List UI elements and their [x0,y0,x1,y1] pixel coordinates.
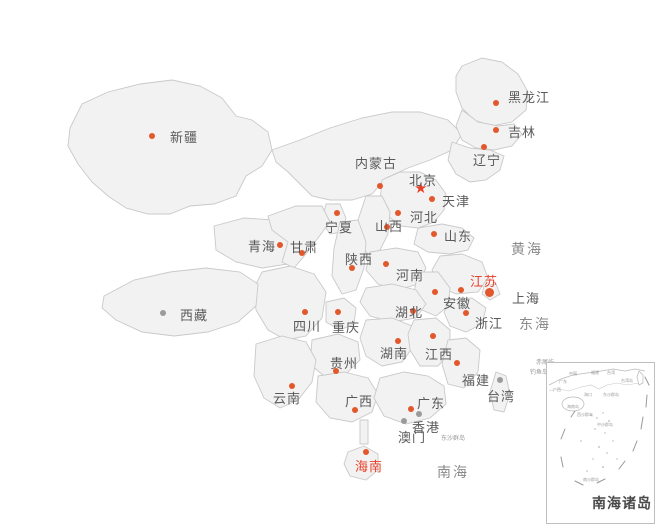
province-marker-dot[interactable] [289,383,295,389]
province-shape-taiwan[interactable] [489,371,511,413]
province-shape-heilongjiang[interactable] [455,57,529,127]
provinces-layer [67,57,529,481]
province-shape-chongqing[interactable] [325,297,357,331]
province-marker-dot[interactable] [463,310,469,316]
province-marker-dot[interactable] [384,224,390,230]
province-marker-dot[interactable] [416,411,422,417]
province-shape-jilin[interactable] [455,109,523,151]
province-shape-inner-mongolia[interactable] [271,111,463,201]
province-marker-dot[interactable] [481,144,487,150]
province-marker-dot[interactable] [352,407,358,413]
province-marker-dot[interactable] [401,418,407,424]
province-shape-fujian[interactable] [441,337,481,389]
province-marker-dot[interactable] [429,196,435,202]
province-shape-liaoning[interactable] [447,141,505,183]
capital-star-marker[interactable]: ★ [414,179,428,197]
province-marker-dot[interactable] [410,308,416,314]
province-shape-hubei[interactable] [359,283,427,323]
province-marker-dot[interactable] [299,250,305,256]
province-marker-dot[interactable] [431,231,437,237]
province-marker-dot[interactable] [377,183,383,189]
province-shape-jiangxi[interactable] [407,317,451,367]
south-china-sea-inset[interactable]: 中国 广东 广西 福建 台湾 台湾岛 海口 东沙群岛 海南岛 西沙群岛 中沙群岛 南沙群岛 [546,362,655,524]
province-marker-dot[interactable] [363,449,369,455]
province-marker-dot[interactable] [395,210,401,216]
province-shape-gansu[interactable] [267,205,331,269]
province-shape-guangdong[interactable] [373,371,447,425]
province-shape-sichuan[interactable] [253,265,327,341]
province-marker-dot[interactable] [408,406,414,412]
province-marker-dot[interactable] [454,360,460,366]
province-shape-xinjiang[interactable] [67,79,273,215]
province-marker-dot[interactable] [484,287,494,297]
province-marker-dot[interactable] [334,210,340,216]
province-marker-dot[interactable] [497,377,503,383]
province-shape-guangxi[interactable] [315,371,379,423]
province-shape-hunan[interactable] [359,317,415,367]
province-shape-yunnan[interactable] [253,335,317,409]
province-shape-hainan[interactable] [343,445,379,481]
province-marker-dot[interactable] [432,289,438,295]
province-shape-tibet[interactable] [101,267,259,337]
province-shape-shaanxi[interactable] [331,219,367,295]
province-shape-shandong[interactable] [413,223,475,255]
province-marker-dot[interactable] [149,133,155,139]
province-marker-dot[interactable] [335,309,341,315]
province-marker-dot[interactable] [349,265,355,271]
inset-map-svg [548,368,650,486]
province-marker-dot[interactable] [160,310,166,316]
province-marker-dot[interactable] [493,127,499,133]
province-marker-dot[interactable] [395,338,401,344]
province-marker-dot[interactable] [458,287,464,293]
province-marker-dot[interactable] [383,261,389,267]
province-shape-hebei[interactable] [379,171,447,229]
province-marker-dot[interactable] [277,242,283,248]
province-shape-leizhou[interactable] [359,419,369,445]
province-marker-dot[interactable] [302,309,308,315]
province-marker-dot[interactable] [333,368,339,374]
province-marker-dot[interactable] [430,333,436,339]
province-marker-dot[interactable] [493,100,499,106]
